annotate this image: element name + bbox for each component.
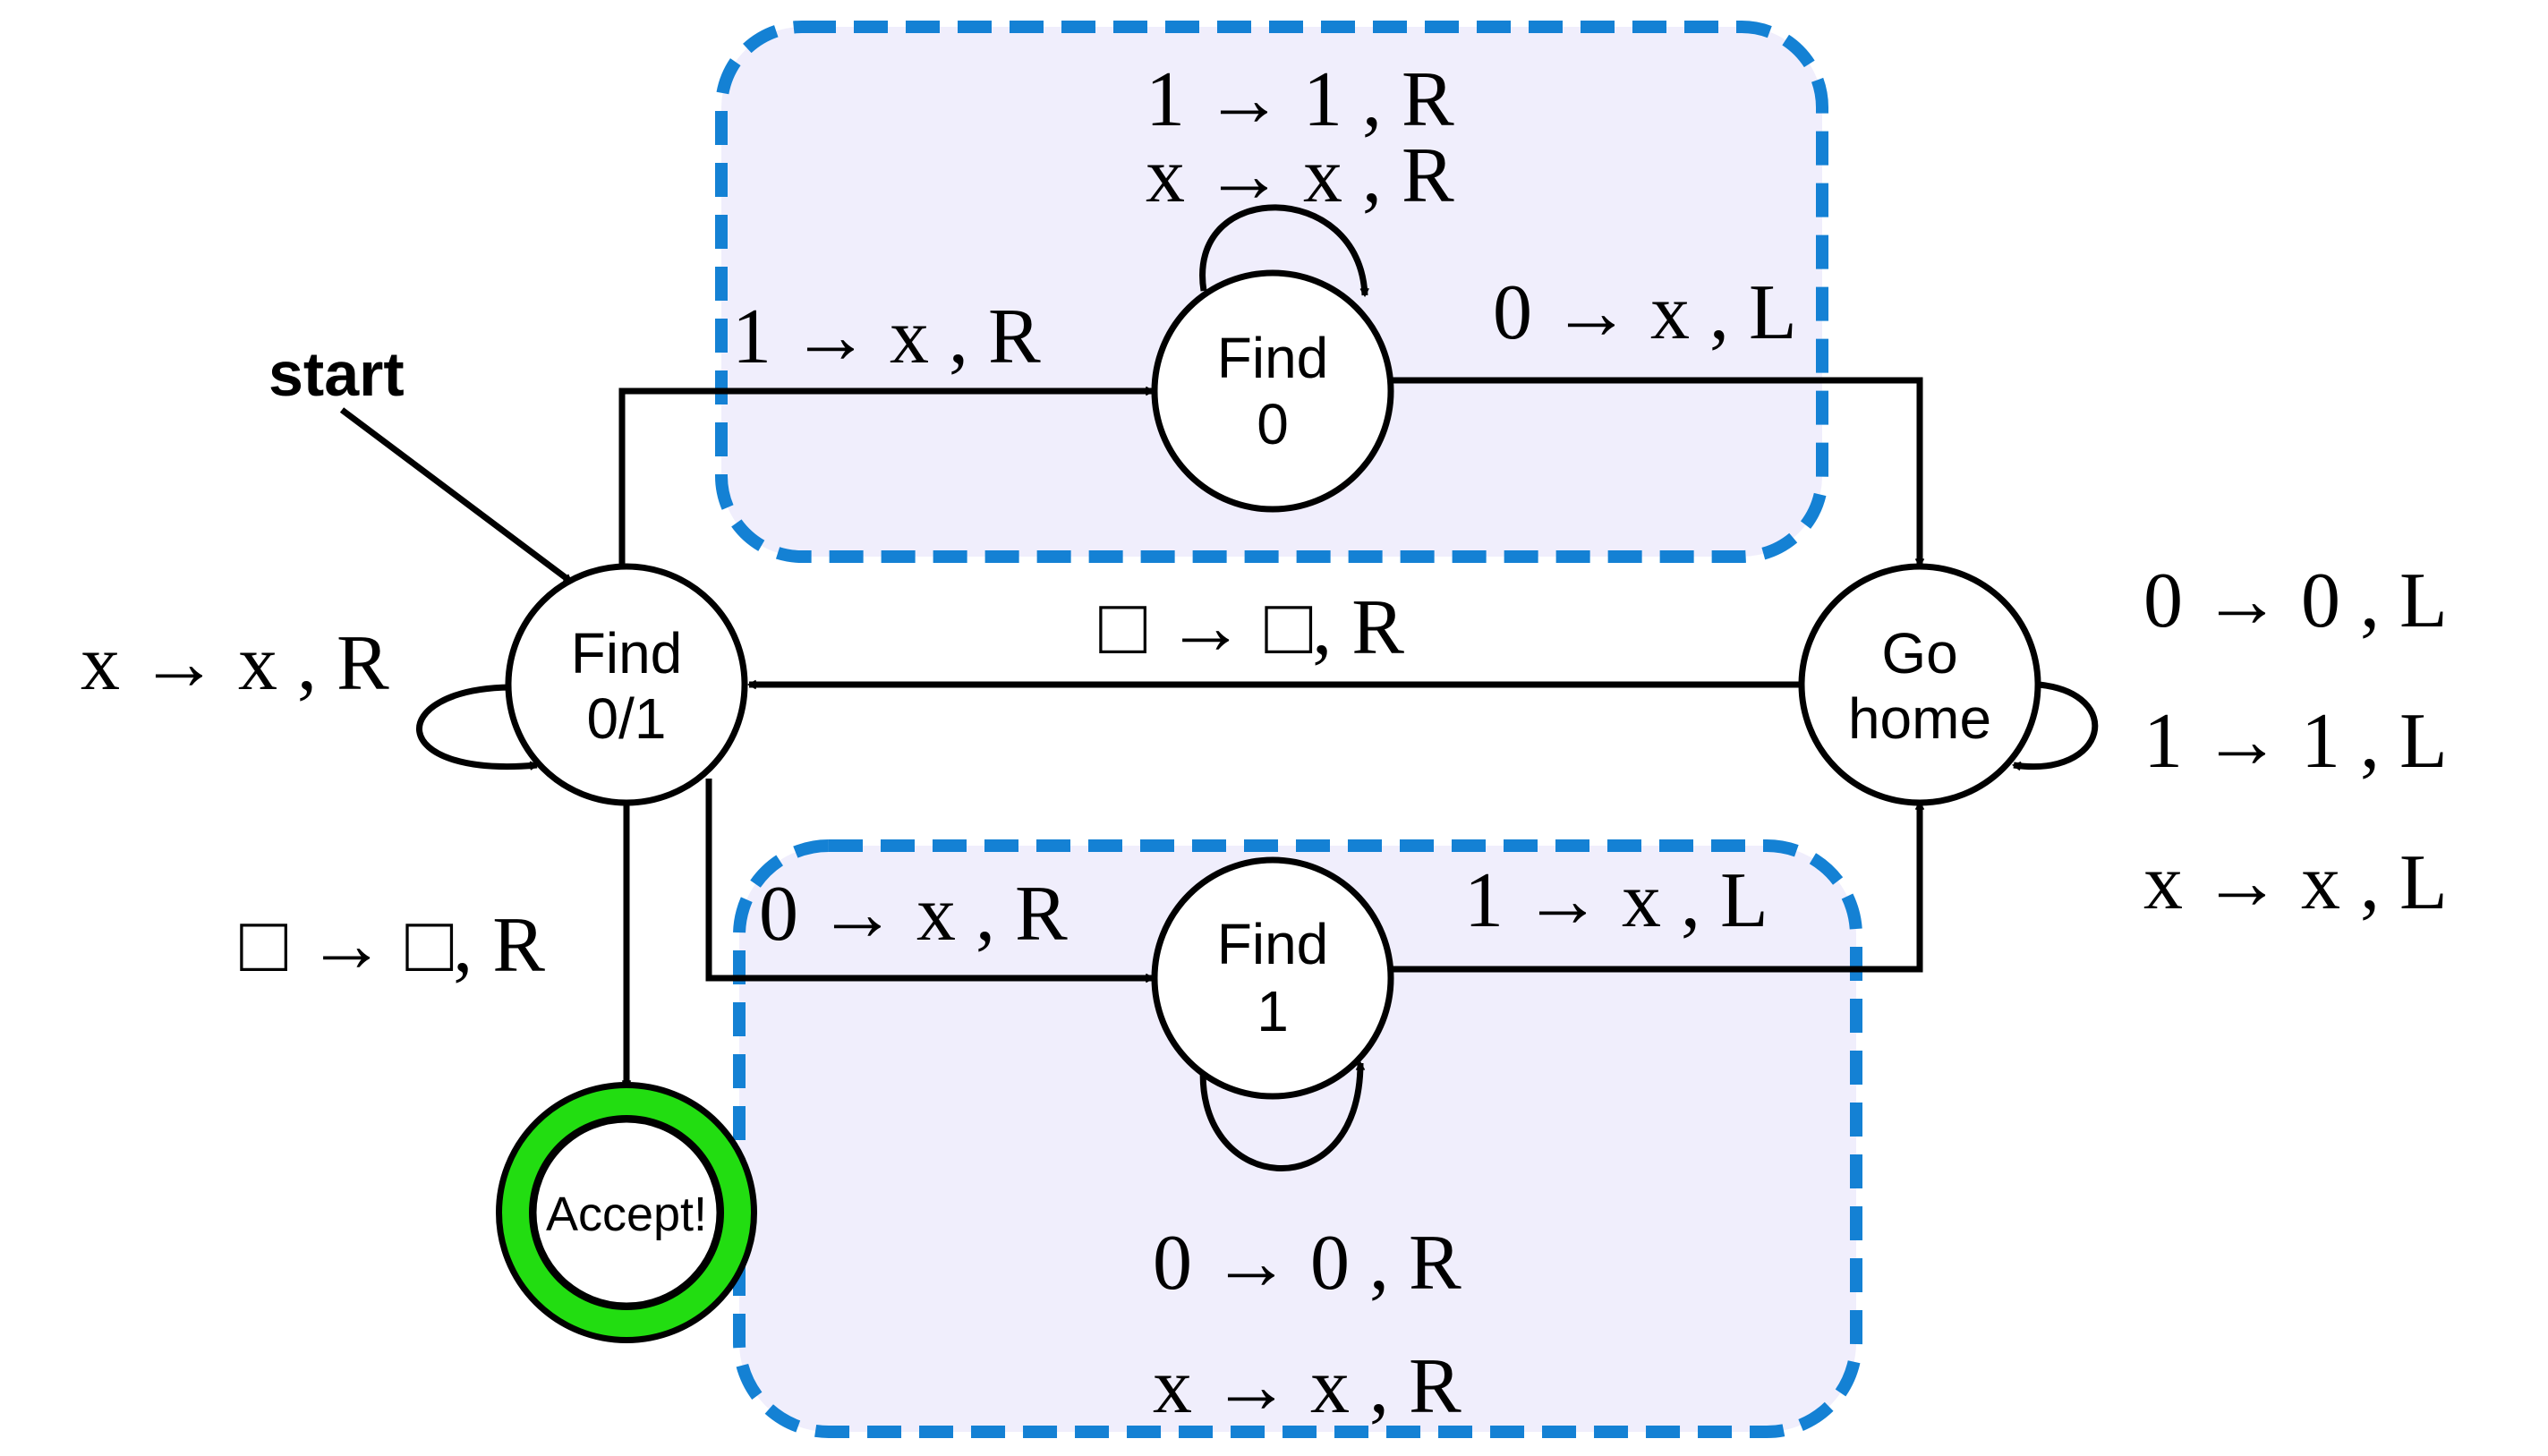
- accept-ring-color: [502, 1088, 751, 1337]
- loop-find0: [1199, 204, 1369, 298]
- label-gohome-self-2: 1 → 1 , L: [2143, 698, 2448, 785]
- state-accept: Accept!: [496, 1082, 757, 1343]
- label-find01-to-accept: □ → □, R: [240, 902, 545, 989]
- state-find0-line2: 0: [1257, 392, 1289, 456]
- state-find01-line2: 0/1: [587, 686, 667, 751]
- find1-region: [733, 839, 1862, 1438]
- edge-find1-to-gohome: [1390, 800, 1925, 973]
- state-find01-line1: Find: [571, 621, 683, 685]
- label-find0-to-gohome: 0 → x , L: [1493, 269, 1797, 356]
- state-gohome: Go home: [1798, 563, 2041, 806]
- loop-gohome: [2011, 681, 2099, 771]
- state-gohome-line1: Go: [1881, 621, 1957, 685]
- loop-find1: [1199, 1060, 1366, 1172]
- start-label: start: [268, 339, 405, 409]
- state-gohome-line2: home: [1848, 686, 1991, 751]
- label-find0-self-2: x → x , R: [1146, 132, 1454, 219]
- label-gohome-self-3: x → x , L: [2143, 839, 2448, 926]
- loop-find01: [416, 684, 540, 771]
- edge-find0-to-gohome: [1390, 377, 1925, 568]
- label-find01-to-find0: 1 → x , R: [732, 294, 1041, 380]
- edge-find01-to-find0: [618, 386, 1155, 566]
- state-find0-line1: Find: [1217, 326, 1329, 390]
- label-find1-self-2: x → x , R: [1153, 1343, 1461, 1430]
- label-gohome-self-1: 0 → 0 , L: [2143, 558, 2448, 644]
- state-find1-line2: 1: [1257, 979, 1289, 1043]
- start-arrow: [339, 407, 574, 584]
- state-find1: Find 1: [1151, 856, 1394, 1100]
- label-find1-to-gohome: 1 → x , L: [1464, 857, 1768, 944]
- label-find01-to-find1: 0 → x , R: [759, 871, 1068, 958]
- state-find01: Find 0/1: [505, 563, 748, 806]
- edge-find01-to-find1: [705, 779, 1155, 983]
- label-find01-self: x → x , R: [81, 620, 389, 707]
- label-find1-self-1: 0 → 0 , R: [1153, 1220, 1461, 1307]
- state-accept-label: Accept!: [546, 1188, 707, 1241]
- state-find0: Find 0: [1151, 269, 1394, 513]
- label-gohome-to-find01: □ → □, R: [1099, 584, 1404, 671]
- label-find0-self-1: 1 → 1 , R: [1146, 56, 1454, 143]
- state-find1-line1: Find: [1217, 912, 1329, 976]
